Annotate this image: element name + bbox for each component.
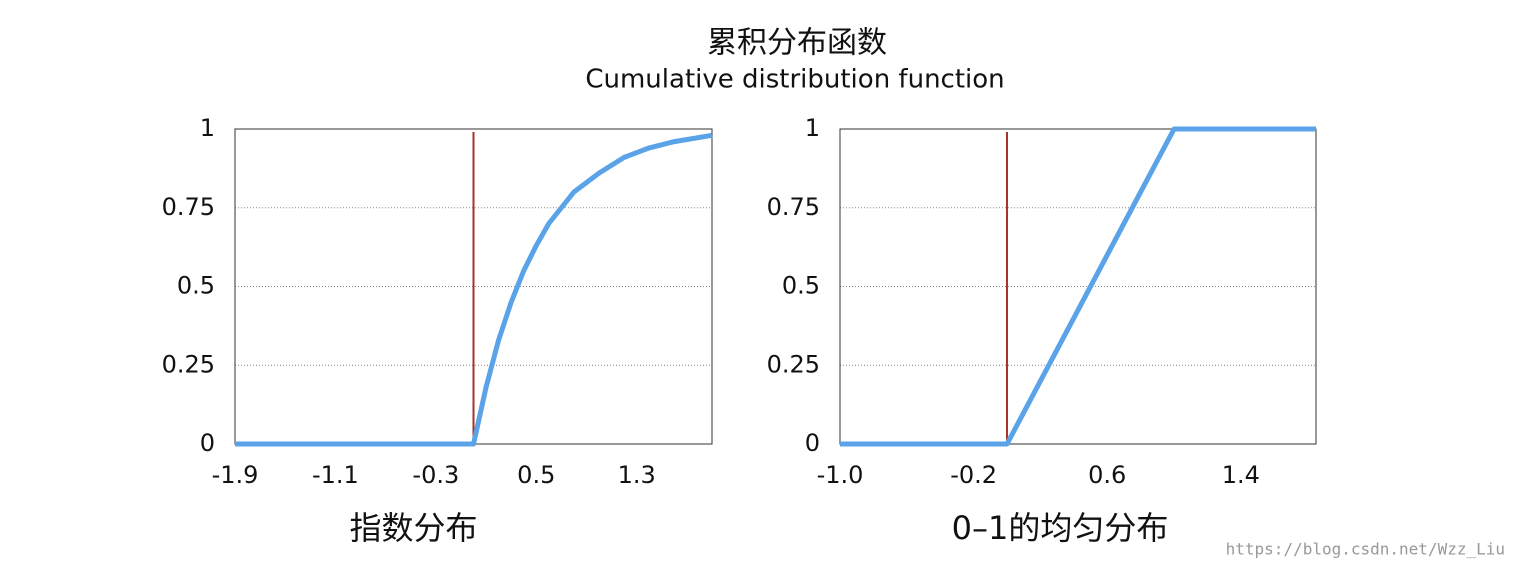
x-tick-label: -0.3	[412, 461, 459, 489]
x-tick-label: -1.1	[312, 461, 359, 489]
y-tick-label: 0.25	[767, 350, 820, 378]
x-axis-label: 0–1的均匀分布	[952, 509, 1169, 547]
x-tick-label: -1.0	[817, 461, 864, 489]
y-tick-label: 0	[805, 429, 820, 457]
y-tick-label: 0.75	[767, 193, 820, 221]
cdf-line	[840, 126, 1316, 447]
x-tick-label: 0.6	[1088, 461, 1126, 489]
x-tick-label: -0.2	[950, 461, 997, 489]
y-tick-label: 0.5	[782, 272, 820, 300]
y-tick-label: 0	[200, 429, 215, 457]
y-tick-label: 0.5	[177, 272, 215, 300]
y-tick-label: 0.25	[162, 350, 215, 378]
x-tick-label: 1.3	[618, 461, 656, 489]
plot-frame	[839, 128, 1317, 445]
x-tick-label: 1.4	[1222, 461, 1260, 489]
x-axis-label: 指数分布	[349, 509, 477, 547]
y-tick-label: 0.75	[162, 193, 215, 221]
title: 累积分布函数	[707, 26, 887, 61]
watermark: https://blog.csdn.net/Wzz_Liu	[1226, 540, 1505, 559]
x-tick-label: -1.9	[212, 461, 259, 489]
y-tick-label: 1	[805, 114, 820, 142]
y-tick-label: 1	[200, 114, 215, 142]
x-tick-label: 0.5	[517, 461, 555, 489]
subtitle: Cumulative distribution function	[585, 65, 1004, 95]
cdf-line	[235, 132, 713, 447]
